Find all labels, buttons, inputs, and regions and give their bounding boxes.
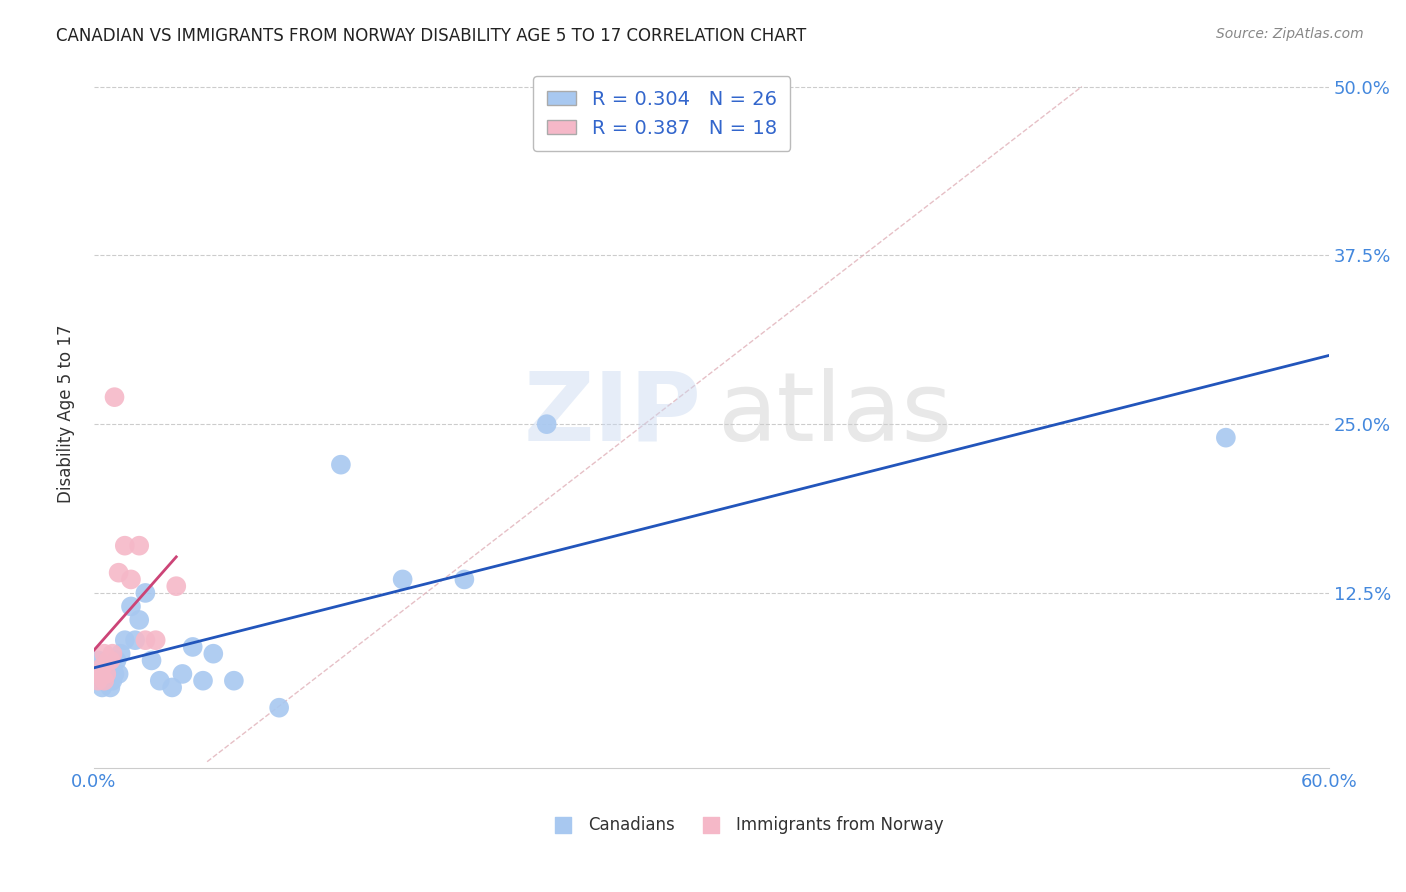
Point [110,647,132,661]
Point [100,681,122,695]
Point [391,573,413,587]
Text: atlas: atlas [717,368,952,460]
Point [1112,863,1135,877]
Y-axis label: Disability Age 5 to 17: Disability Age 5 to 17 [58,325,75,503]
Text: Canadians: Canadians [588,816,675,834]
Point [181,640,204,654]
Point [87,653,110,667]
Point [107,667,129,681]
Point [89,667,111,681]
Point [87,673,110,688]
Point [114,539,136,553]
Point [107,566,129,580]
Point [91,660,114,674]
Point [145,633,167,648]
Point [128,539,150,553]
Point [865,863,887,877]
Point [100,653,122,667]
Point [269,700,291,714]
Point [222,673,245,688]
Point [97,660,120,674]
Text: Source: ZipAtlas.com: Source: ZipAtlas.com [1216,27,1364,41]
Point [1215,431,1237,445]
Point [453,573,475,587]
Text: ZIP: ZIP [523,368,702,460]
Point [101,673,124,688]
Point [120,573,142,587]
Point [165,579,187,593]
Point [202,647,225,661]
Point [134,586,156,600]
Legend: R = 0.304   N = 26, R = 0.387   N = 18: R = 0.304 N = 26, R = 0.387 N = 18 [533,77,790,152]
Point [97,653,120,667]
Point [103,667,125,681]
Point [191,673,214,688]
Text: Immigrants from Norway: Immigrants from Norway [737,816,943,834]
Point [172,667,194,681]
Point [329,458,352,472]
Point [84,667,107,681]
Point [91,681,114,695]
Point [114,633,136,648]
Point [160,681,183,695]
Point [101,647,124,661]
Point [134,633,156,648]
Point [149,673,172,688]
Text: CANADIAN VS IMMIGRANTS FROM NORWAY DISABILITY AGE 5 TO 17 CORRELATION CHART: CANADIAN VS IMMIGRANTS FROM NORWAY DISAB… [56,27,807,45]
Point [128,613,150,627]
Point [105,653,128,667]
Point [120,599,142,614]
Point [141,653,163,667]
Point [536,417,558,432]
Point [93,667,115,681]
Point [96,667,118,681]
Point [93,647,115,661]
Point [93,673,115,688]
Point [89,667,111,681]
Point [93,673,115,688]
Point [124,633,146,648]
Point [103,390,125,404]
